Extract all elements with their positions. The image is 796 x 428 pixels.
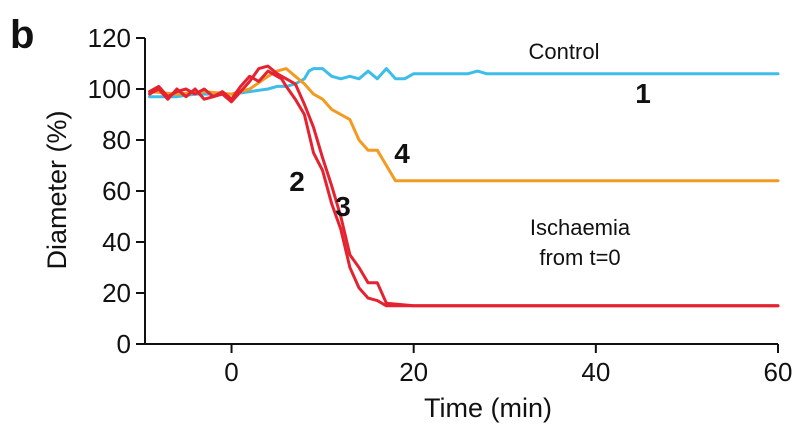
axes: 0 20 40 60 80 100 120 0 20 40 60 — [88, 23, 793, 387]
series-label-2: 2 — [289, 166, 305, 197]
y-tick-label: 60 — [102, 176, 131, 206]
series-line-4 — [148, 67, 780, 183]
y-tick-label: 100 — [88, 74, 131, 104]
panel-label: b — [10, 13, 34, 57]
x-tick-label: 60 — [764, 357, 793, 387]
ischaemia-annotation-time: from t=0 — [539, 245, 620, 270]
ischaemia-annotation: Ischaemia — [530, 215, 631, 240]
x-tick-label: 40 — [581, 357, 610, 387]
y-tick-label: 0 — [117, 329, 131, 359]
x-tick-label: 0 — [224, 357, 238, 387]
y-axis-title: Diameter (%) — [42, 110, 72, 269]
y-tick-label: 40 — [102, 227, 131, 257]
x-axis-title: Time (min) — [424, 393, 552, 423]
series-label-1: 1 — [635, 78, 651, 109]
series-line-3 — [148, 64, 780, 308]
series-layer — [148, 64, 780, 308]
series-label-3: 3 — [335, 191, 351, 222]
y-tick-label: 120 — [88, 23, 131, 53]
y-tick-label: 80 — [102, 125, 131, 155]
x-tick-label: 20 — [399, 357, 428, 387]
series-line-2 — [148, 69, 780, 308]
y-tick-label: 20 — [102, 278, 131, 308]
control-annotation: Control — [529, 39, 600, 64]
series-label-4: 4 — [394, 138, 410, 169]
series-line-1 — [148, 67, 780, 99]
